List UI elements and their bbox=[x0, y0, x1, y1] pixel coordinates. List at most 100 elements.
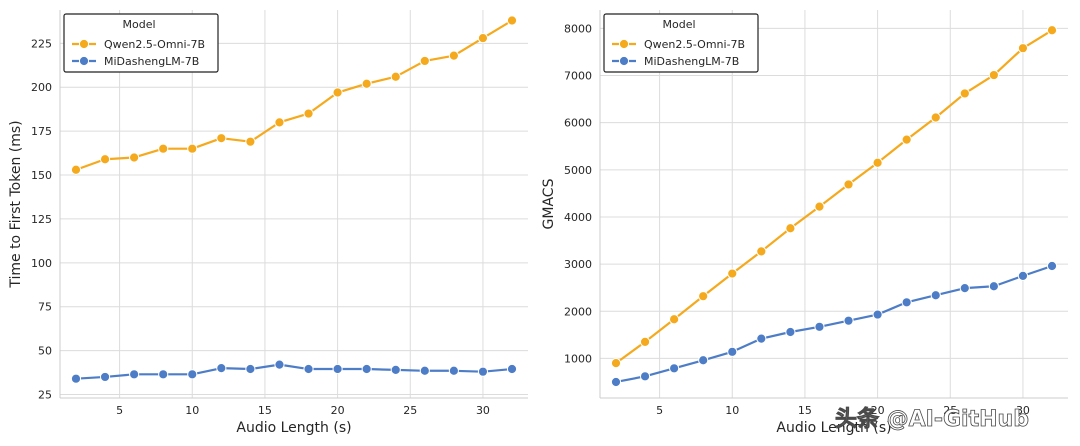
data-point bbox=[448, 365, 459, 376]
chart-gmacs: 5 10 15 20 25 30 1000 2000 3000 4000 5000 6000 7000 8… bbox=[541, 10, 1068, 436]
data-point bbox=[70, 373, 82, 384]
data-point bbox=[274, 359, 285, 370]
data-point bbox=[930, 112, 941, 123]
data-point bbox=[99, 371, 111, 383]
data-point bbox=[959, 283, 970, 294]
legend-item: MiDashengLM-7B bbox=[612, 55, 739, 68]
x-tick-label: 20 bbox=[871, 404, 885, 417]
data-point bbox=[698, 291, 709, 302]
y-tick-label: 75 bbox=[38, 301, 52, 314]
series-qwen2-5-omni-7b bbox=[610, 25, 1058, 369]
series-line bbox=[75, 363, 513, 380]
y-tick-label: 5000 bbox=[564, 164, 592, 177]
data-point bbox=[477, 366, 489, 377]
legend-box bbox=[63, 13, 219, 73]
y-tick-label: 225 bbox=[31, 37, 52, 50]
data-point bbox=[872, 157, 883, 168]
data-point bbox=[303, 363, 314, 375]
data-point bbox=[158, 143, 169, 154]
x-tick-label: 25 bbox=[943, 404, 957, 417]
legend-item: Qwen2.5-Omni-7B bbox=[72, 38, 205, 51]
data-point bbox=[245, 136, 256, 147]
x-tick-label: 30 bbox=[476, 404, 490, 417]
data-point bbox=[639, 371, 651, 382]
x-tick-label: 25 bbox=[403, 404, 417, 417]
watermark-text: 头条 @AI-GitHub bbox=[835, 406, 1029, 432]
data-point bbox=[756, 246, 767, 257]
data-point bbox=[129, 152, 140, 163]
data-point bbox=[245, 363, 256, 375]
legend-title: Model bbox=[662, 18, 695, 31]
data-point bbox=[901, 134, 912, 145]
legend-swatch-marker bbox=[618, 55, 630, 67]
data-point bbox=[390, 364, 401, 376]
y-tick-label: 175 bbox=[31, 125, 52, 138]
data-point bbox=[419, 55, 430, 67]
legend: Model Qwen2.5-Omni-7B MiDashengLM-7B bbox=[63, 13, 219, 73]
x-tick-label: 15 bbox=[798, 404, 812, 417]
data-point bbox=[901, 297, 912, 308]
y-tick-label: 200 bbox=[31, 81, 52, 94]
data-point bbox=[814, 201, 825, 212]
legend-box bbox=[603, 13, 759, 73]
legend-label: Qwen2.5-Omni-7B bbox=[644, 38, 745, 51]
data-point bbox=[70, 164, 82, 175]
y-tick-label: 50 bbox=[38, 345, 52, 358]
data-point bbox=[610, 376, 622, 388]
series-line bbox=[75, 19, 513, 171]
data-point bbox=[988, 69, 999, 81]
data-point bbox=[610, 358, 622, 369]
y-axis-label: GMACS bbox=[541, 178, 557, 229]
data-point bbox=[639, 336, 651, 347]
data-point bbox=[1046, 25, 1058, 36]
x-tick-label: 10 bbox=[185, 404, 199, 417]
data-point bbox=[669, 363, 680, 374]
x-axis-label: Audio Length (s) bbox=[236, 420, 351, 436]
y-tick-label: 6000 bbox=[564, 117, 592, 130]
data-point bbox=[129, 369, 140, 380]
legend-item: MiDashengLM-7B bbox=[72, 55, 199, 68]
legend-swatch-marker bbox=[618, 38, 630, 50]
y-axis-label: Time to First Token (ms) bbox=[8, 120, 24, 288]
data-point bbox=[332, 363, 343, 375]
data-point bbox=[332, 87, 343, 98]
legend: Model Qwen2.5-Omni-7B MiDashengLM-7B bbox=[603, 13, 759, 73]
data-point bbox=[390, 71, 401, 82]
data-point bbox=[930, 290, 941, 301]
series-qwen2-5-omni-7b bbox=[70, 15, 518, 175]
data-point bbox=[872, 309, 883, 320]
y-tick-label: 8000 bbox=[564, 22, 592, 35]
data-point bbox=[698, 355, 709, 366]
data-point bbox=[756, 333, 767, 344]
y-tick-label: 3000 bbox=[564, 258, 592, 271]
data-point bbox=[158, 369, 169, 380]
data-point bbox=[216, 363, 227, 374]
data-point bbox=[1046, 260, 1058, 272]
legend-swatch-marker bbox=[78, 38, 90, 50]
x-tick-label: 5 bbox=[656, 404, 663, 417]
data-point bbox=[988, 281, 999, 292]
data-point bbox=[785, 223, 796, 234]
data-point bbox=[274, 117, 285, 128]
x-tick-label: 5 bbox=[116, 404, 123, 417]
x-tick-label: 10 bbox=[725, 404, 739, 417]
data-point bbox=[187, 143, 198, 154]
data-point bbox=[361, 363, 372, 375]
x-tick-label: 20 bbox=[331, 404, 345, 417]
legend-swatch-marker bbox=[78, 55, 90, 67]
data-point bbox=[477, 32, 489, 44]
data-point bbox=[669, 314, 680, 325]
data-point bbox=[1017, 270, 1029, 281]
series-midashenglm-7b bbox=[610, 260, 1058, 388]
series-line bbox=[615, 29, 1053, 365]
data-point bbox=[843, 179, 854, 190]
data-point bbox=[506, 15, 518, 26]
data-point bbox=[814, 321, 825, 332]
x-axis-label: Audio Length (s) bbox=[776, 420, 891, 436]
legend-label: MiDashengLM-7B bbox=[644, 55, 739, 68]
y-tick-label: 4000 bbox=[564, 211, 592, 224]
y-tick-label: 25 bbox=[38, 388, 52, 401]
data-point bbox=[843, 315, 854, 326]
data-point bbox=[361, 78, 372, 89]
